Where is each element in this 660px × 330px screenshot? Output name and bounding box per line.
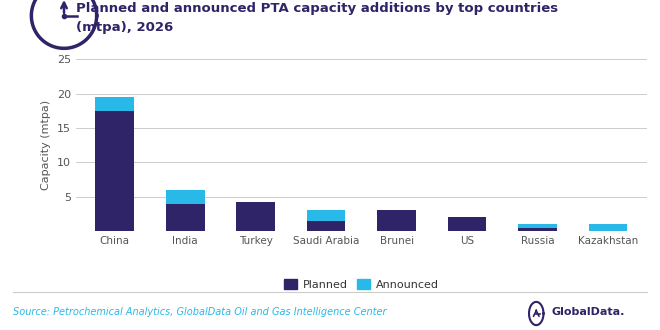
Bar (307, 211, 345, 221)
Bar (378, 211, 416, 231)
Bar (518, 224, 557, 228)
Bar (95, 111, 134, 231)
Bar (166, 204, 205, 231)
Text: GlobalData.: GlobalData. (551, 307, 624, 317)
Bar (236, 202, 275, 231)
Text: (mtpa), 2026: (mtpa), 2026 (76, 21, 173, 34)
Text: Planned and announced PTA capacity additions by top countries: Planned and announced PTA capacity addit… (76, 2, 558, 15)
Text: Source: Petrochemical Analytics, GlobalData Oil and Gas Intelligence Center: Source: Petrochemical Analytics, GlobalD… (13, 307, 387, 317)
Bar (589, 224, 628, 231)
Bar (95, 97, 134, 111)
Bar (447, 217, 486, 231)
Y-axis label: Capacity (mtpa): Capacity (mtpa) (42, 100, 51, 190)
Bar (166, 190, 205, 204)
Bar (518, 228, 557, 231)
Legend: Planned, Announced: Planned, Announced (280, 274, 443, 294)
Bar (307, 221, 345, 231)
